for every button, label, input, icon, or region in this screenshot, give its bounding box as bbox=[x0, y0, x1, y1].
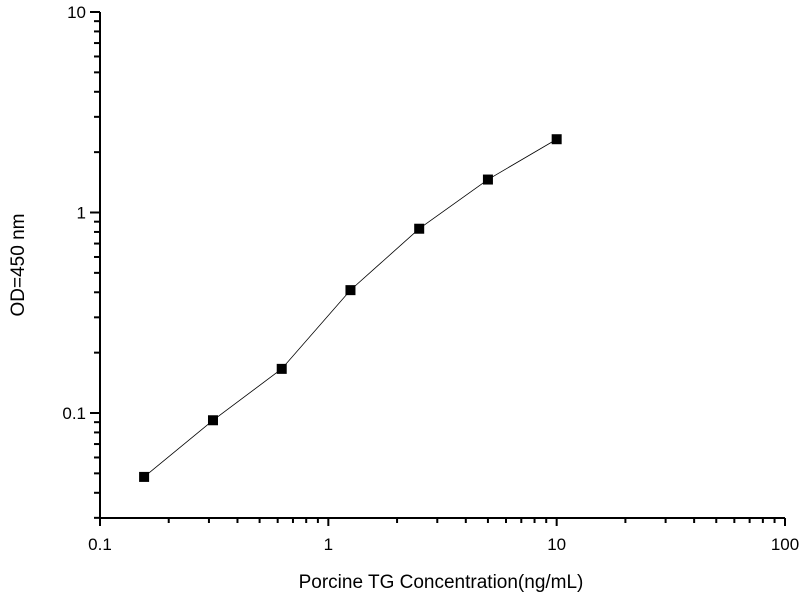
y-axis-label: OD=450 nm bbox=[8, 214, 29, 317]
x-tick-label: 10 bbox=[547, 535, 566, 554]
y-tick-label: 10 bbox=[67, 3, 86, 22]
data-point bbox=[414, 223, 425, 234]
y-tick-label: 1 bbox=[77, 204, 86, 223]
data-point bbox=[345, 285, 356, 296]
y-tick-label: 0.1 bbox=[62, 404, 86, 423]
x-axis-label: Porcine TG Concentration(ng/mL) bbox=[299, 572, 584, 593]
series-line bbox=[139, 134, 562, 482]
data-point bbox=[207, 415, 218, 426]
data-point bbox=[551, 134, 562, 145]
x-tick-label: 0.1 bbox=[88, 535, 112, 554]
series-line-path bbox=[143, 138, 557, 478]
data-point bbox=[276, 363, 287, 374]
x-tick-label: 1 bbox=[324, 535, 333, 554]
x-tick-label: 100 bbox=[771, 535, 799, 554]
data-point bbox=[482, 174, 493, 185]
data-point bbox=[139, 471, 150, 482]
axes: 0.1 1 10 100 0.1 1 10 bbox=[62, 3, 799, 554]
